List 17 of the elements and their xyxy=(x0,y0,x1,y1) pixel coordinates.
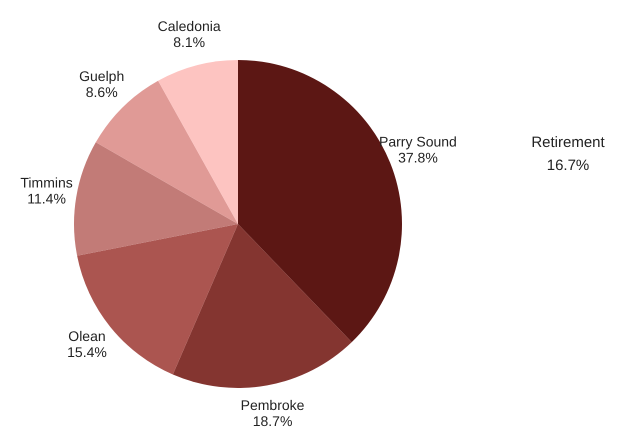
slice-label: Caledonia xyxy=(158,18,221,34)
text: 16.7% xyxy=(546,157,590,174)
data-label: 11.4% xyxy=(27,190,66,206)
slice-label: Olean xyxy=(68,328,106,344)
pie-slice xyxy=(172,224,352,388)
pie-slice xyxy=(158,60,238,224)
data-label: 15.4% xyxy=(67,344,107,360)
slice-label: Pembroke xyxy=(240,396,305,413)
data-label: 8.1% xyxy=(173,34,206,50)
slice-label: Timmins xyxy=(20,174,73,190)
slice-label: Guelph xyxy=(79,68,124,84)
data-label: 37.8% xyxy=(398,149,438,166)
text: Retirement xyxy=(531,134,606,151)
slice-label: Parry Sound xyxy=(379,133,457,150)
data-label: 8.6% xyxy=(86,84,118,100)
pie-slice xyxy=(74,142,238,256)
data-label: 18.7% xyxy=(252,412,292,429)
